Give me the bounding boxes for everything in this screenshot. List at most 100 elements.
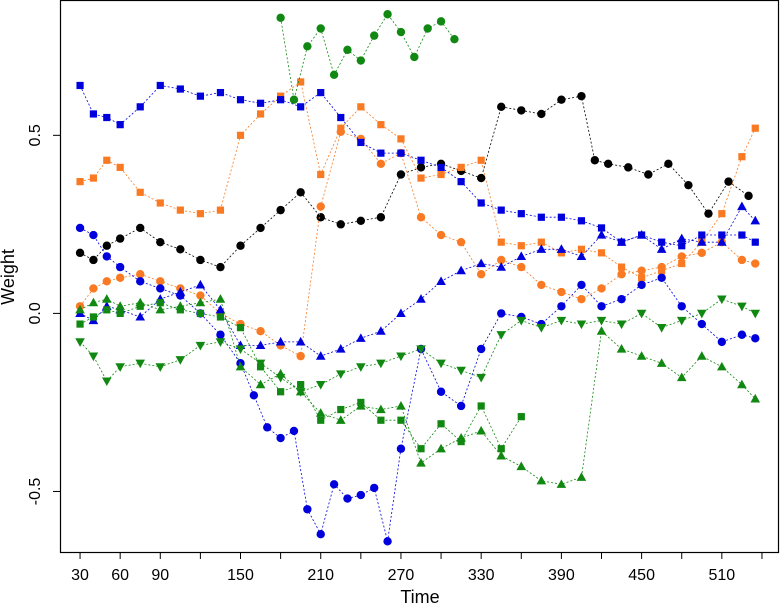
series-0-point-21 (476, 173, 486, 183)
series-6-point-13 (450, 34, 459, 44)
y-tick-label-2: 0.5 (27, 124, 44, 146)
series-7-point-17 (397, 416, 405, 424)
series-2-point-4 (136, 270, 145, 279)
series-8-point-6 (175, 301, 186, 310)
series-0-point-2 (102, 241, 111, 250)
series-3-point-8 (216, 88, 225, 97)
series-1-point-20 (457, 163, 465, 171)
series-1-point-33 (718, 210, 726, 218)
series-0-point-7 (196, 255, 205, 265)
series-7-point-2 (103, 306, 111, 314)
series-8-line (79, 298, 756, 485)
series-3-point-17 (397, 149, 405, 157)
series-4-point-3 (115, 262, 125, 272)
series-0-point-28 (603, 159, 613, 169)
series-5-point-6 (175, 287, 186, 296)
series-2-point-7 (196, 291, 205, 300)
series-0-point-35 (744, 191, 753, 201)
series-9-point-3 (115, 363, 125, 372)
series-3-point-6 (176, 85, 184, 93)
series-5-point-10 (255, 340, 266, 350)
series-5-point-24 (536, 244, 547, 253)
series-3-point-12 (297, 103, 305, 111)
series-0-point-5 (156, 237, 165, 247)
y-axis: -0.5 0.0 0.5 (27, 124, 60, 505)
series-7-point-21 (477, 402, 485, 410)
series-2-point-5 (156, 277, 165, 286)
series-2-point-30 (657, 262, 666, 272)
series-1-point-23 (517, 242, 525, 250)
series-4-point-18 (356, 490, 366, 500)
series-0-point-13 (316, 213, 325, 222)
series-2-point-32 (697, 248, 706, 258)
series-8-point-24 (536, 475, 547, 485)
series-2-point-21 (476, 270, 486, 279)
series-4-point-2 (102, 252, 111, 261)
series-2-point-3 (115, 273, 125, 282)
series-9-point-23 (516, 316, 527, 326)
series-9-point-14 (335, 370, 346, 379)
series-3-point-30 (658, 238, 666, 246)
series-3-point-24 (537, 213, 545, 221)
series-8-point-13 (315, 408, 326, 417)
series-3-point-20 (457, 178, 465, 186)
series-8-point-29 (636, 351, 647, 360)
series-9-point-11 (275, 373, 286, 383)
series-0-point-23 (517, 106, 526, 115)
series-1-point-31 (678, 259, 686, 268)
series-9-point-7 (195, 341, 206, 351)
x-tick-label-0: 30 (71, 567, 89, 584)
series-3-point-14 (337, 113, 345, 122)
series-9-point-12 (295, 388, 306, 397)
series-8-point-8 (215, 294, 226, 303)
series-0-point-6 (176, 245, 185, 254)
series-4-point-21 (396, 444, 406, 453)
series-6 (276, 10, 459, 104)
series-5-point-19 (436, 276, 446, 285)
series-9-point-22 (496, 331, 507, 340)
series-4-point-11 (263, 423, 272, 432)
series-1-point-0 (76, 178, 84, 186)
series-4 (75, 223, 760, 546)
series-5-point-14 (335, 344, 346, 353)
series-5-point-31 (676, 233, 687, 243)
series-4-point-17 (343, 494, 352, 503)
series-8-point-22 (496, 450, 507, 460)
series-0 (75, 91, 753, 272)
y-tick-label-0: -0.5 (27, 478, 44, 506)
series-6-point-3 (316, 24, 325, 33)
series-0-point-9 (236, 241, 245, 250)
series-3-point-11 (277, 96, 285, 104)
series-0-point-16 (376, 213, 386, 222)
series-3-point-3 (116, 121, 124, 129)
series-8-point-9 (235, 361, 246, 371)
series-0-point-30 (644, 170, 653, 179)
series-9-line (79, 298, 756, 393)
series-1-point-9 (236, 131, 245, 139)
series-4-point-10 (249, 391, 259, 400)
series-2-point-27 (597, 284, 606, 293)
series-5-point-7 (195, 279, 206, 289)
series-9-point-1 (88, 352, 99, 362)
series-7-point-13 (317, 416, 325, 424)
series-1-point-24 (537, 238, 545, 246)
series-4-point-19 (370, 483, 379, 493)
series-2-point-34 (737, 255, 747, 265)
series-9-point-33 (717, 295, 727, 305)
series-4-point-37 (717, 337, 727, 347)
series-1-point-19 (437, 170, 445, 179)
series-4-point-0 (75, 223, 85, 233)
series-3-point-34 (738, 231, 746, 239)
series-2-point-28 (617, 270, 626, 279)
series-0-point-15 (356, 216, 366, 225)
series-8 (75, 294, 761, 488)
series-3-point-33 (718, 231, 726, 239)
series-8-point-4 (135, 297, 146, 307)
series-2-point-19 (436, 230, 446, 240)
series-2-point-25 (557, 287, 566, 297)
series-0-point-34 (724, 177, 733, 186)
series-1-point-16 (377, 121, 385, 129)
series-5-point-11 (275, 336, 286, 346)
series-4-point-30 (577, 280, 586, 290)
series-7-point-5 (156, 299, 164, 307)
